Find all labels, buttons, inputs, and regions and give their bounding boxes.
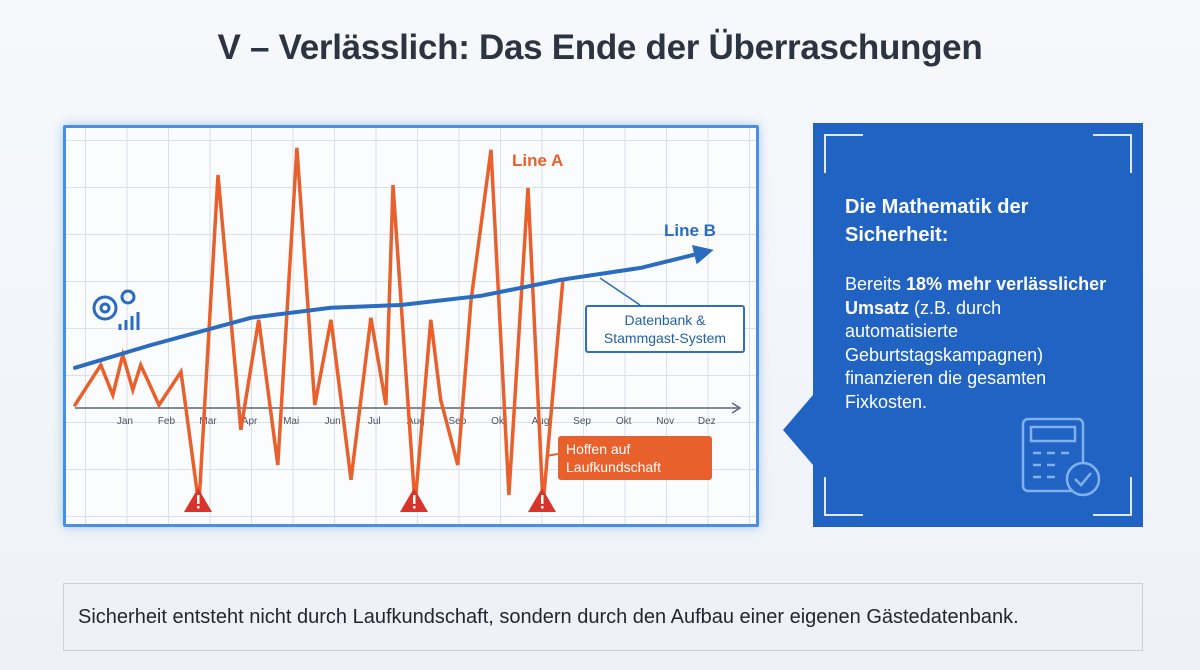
x-tick-label: Okt [491,416,507,427]
panel-frame [824,134,1132,516]
footer: Sicherheit entsteht nicht durch Laufkund… [63,583,1143,651]
info-panel: Die Mathematik der Sicherheit: Bereits 1… [813,123,1143,527]
x-tick-label: Aug [407,416,425,427]
body-text: Bereits [845,274,902,294]
x-tick-label: Dez [698,416,716,427]
warning-icons [184,488,556,512]
series-line [73,147,565,506]
x-tick-label: Feb [158,416,176,427]
x-tick-label: Mai [283,416,299,427]
legend-label: Line A [512,151,563,170]
gear-icon [92,289,140,330]
x-tick-label: Nov [656,416,674,427]
panel-body: Bereits 18% mehr verlässlicher Umsatz (z… [845,273,1115,414]
legend-label: Line B [664,221,716,240]
connector [599,277,641,306]
x-tick-label: Okt [616,416,632,427]
x-tick-label: Sep [448,416,466,427]
x-tick-label: Sep [573,416,591,427]
x-tick-label: Jan [117,416,133,427]
panel-heading: Die Mathematik der Sicherheit: [845,196,1029,246]
x-tick-label: Apr [242,416,258,427]
annotation: Datenbank & Stammgast-System [585,305,745,353]
panel-pointer [783,395,813,465]
title: V – Verlässlich: Das Ende der Überraschu… [217,28,983,67]
x-tick-label: Jul [368,416,381,427]
body-text: (z.B. durch automatisierte Geburtstagska… [845,297,1047,412]
x-tick-label: Jun [325,416,341,427]
body-emphasis: 18% mehr verlässlicher Umsatz [845,274,1107,318]
x-axis-arrow [731,402,742,414]
series-line [73,244,714,370]
connector [545,453,559,457]
annotation: Hoffen auf Laufkundschaft [558,436,712,480]
x-tick-label: Mar [199,416,217,427]
